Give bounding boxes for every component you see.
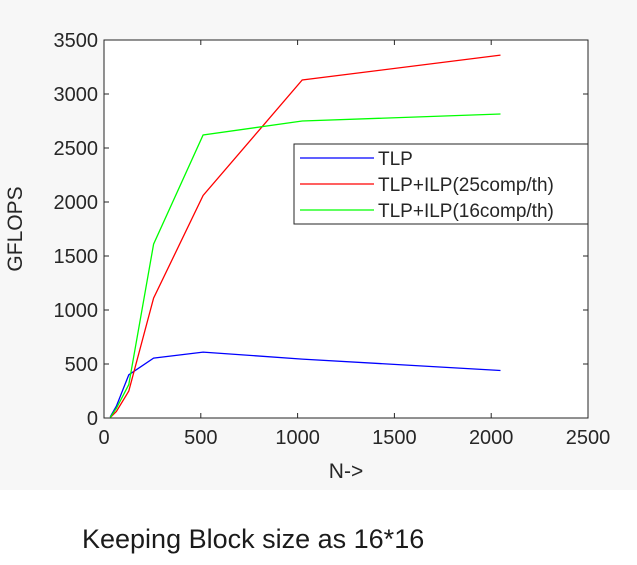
legend-label-2: TLP+ILP(16comp/th) (378, 201, 554, 222)
x-tick-label-1: 500 (184, 427, 217, 449)
figure-caption: Keeping Block size as 16*16 (82, 524, 425, 554)
y-axis-label: GFLOPS (4, 186, 27, 271)
figure-container: 0 500 1000 1500 2000 2500 0 500 1000 1500 2000 2500… (4, 30, 611, 483)
x-tick-label-5: 2500 (566, 427, 611, 449)
x-tick-label-2: 1000 (275, 427, 320, 449)
x-tick-label-3: 1500 (372, 427, 417, 449)
y-tick-label-3: 1500 (54, 246, 99, 268)
plot-frame (103, 39, 589, 419)
series-line-0 (109, 351, 501, 418)
x-tick-label-0: 0 (98, 427, 109, 449)
legend-label-1: TLP+ILP(25comp/th) (378, 175, 554, 196)
x-axis-label: N-> (329, 460, 363, 483)
y-tick-label-5: 2500 (54, 138, 99, 160)
series-line-1 (109, 54, 501, 418)
y-tick-label-6: 3000 (54, 84, 99, 106)
x-tick-label-4: 2000 (469, 427, 514, 449)
y-tick-label-2: 1000 (54, 300, 99, 322)
legend: TLP TLP+ILP(25comp/th) TLP+ILP(16comp/th) (293, 143, 589, 225)
y-tick-label-7: 3500 (54, 30, 99, 52)
y-tick-label-0: 0 (87, 408, 98, 430)
y-tick-label-1: 500 (65, 354, 98, 376)
legend-box (293, 143, 589, 225)
series-line-2 (109, 113, 501, 418)
y-tick-label-4: 2000 (54, 192, 99, 214)
legend-label-0: TLP (378, 149, 413, 170)
plot-area (104, 40, 588, 418)
line-chart: 0 500 1000 1500 2000 2500 0 500 1000 1500 2000 2500… (4, 30, 611, 483)
